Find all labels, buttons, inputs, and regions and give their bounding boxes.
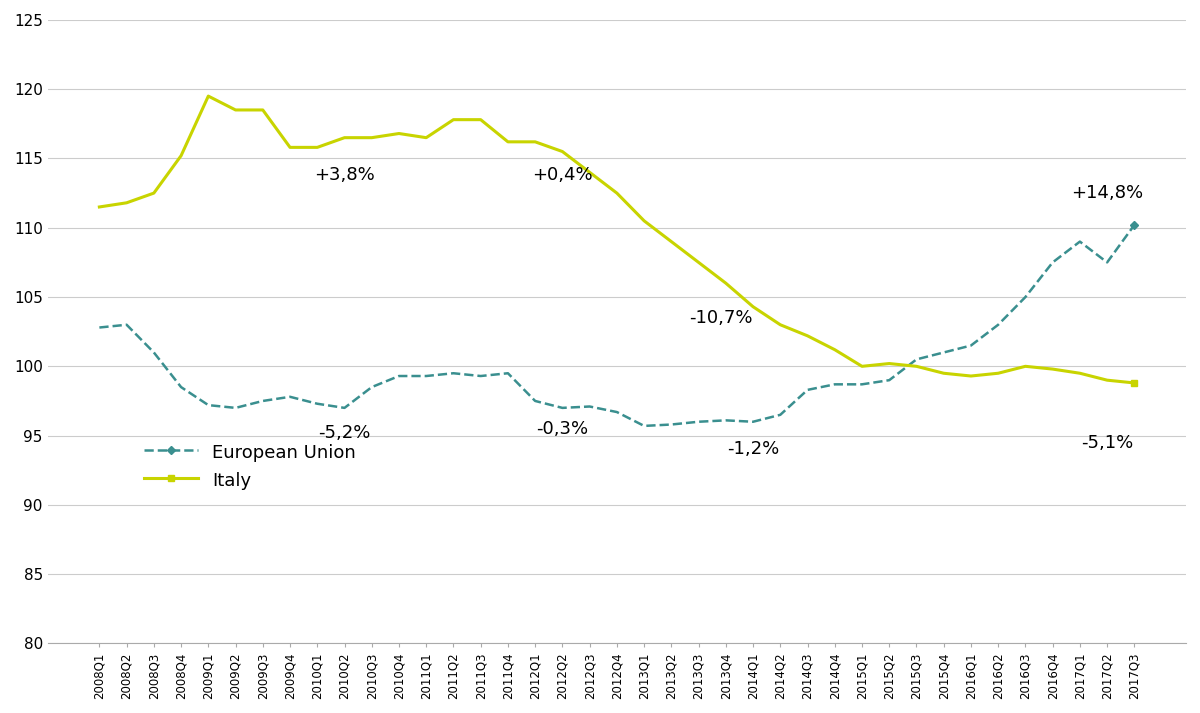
European Union (256, 396, 270, 405)
Italy (910, 362, 924, 371)
Legend: European Union, Italy: European Union, Italy (137, 435, 364, 497)
Text: -1,2%: -1,2% (727, 441, 779, 458)
Italy (446, 116, 461, 124)
Italy (964, 371, 978, 380)
Italy (1127, 379, 1141, 387)
Italy (256, 106, 270, 114)
Text: -5,1%: -5,1% (1081, 434, 1133, 451)
Italy (610, 189, 624, 198)
European Union (664, 420, 678, 429)
Italy (773, 320, 787, 329)
European Union (882, 376, 896, 384)
Text: +0,4%: +0,4% (532, 166, 593, 184)
Italy (310, 143, 324, 152)
European Union (1073, 237, 1087, 246)
European Union (228, 404, 242, 412)
Italy (637, 217, 652, 225)
Italy (528, 138, 542, 146)
European Union (202, 401, 216, 409)
Text: +14,8%: +14,8% (1072, 184, 1144, 202)
Text: -0,3%: -0,3% (536, 420, 588, 438)
Italy (691, 258, 706, 267)
Italy (936, 369, 950, 377)
Line: European Union: European Union (96, 222, 1138, 429)
European Union (283, 393, 298, 401)
European Union (337, 404, 352, 412)
European Union (637, 421, 652, 430)
Text: +3,8%: +3,8% (314, 166, 374, 184)
Italy (664, 237, 678, 246)
European Union (800, 386, 815, 394)
Italy (500, 138, 515, 146)
Text: -10,7%: -10,7% (690, 309, 754, 327)
Italy (146, 189, 161, 198)
Italy (202, 92, 216, 101)
European Union (391, 371, 406, 380)
Italy (174, 151, 188, 160)
European Union (556, 404, 570, 412)
Italy (474, 116, 488, 124)
European Union (500, 369, 515, 377)
European Union (310, 399, 324, 408)
European Union (691, 418, 706, 426)
Line: Italy: Italy (96, 93, 1138, 386)
Italy (556, 148, 570, 156)
European Union (828, 380, 842, 389)
European Union (610, 408, 624, 416)
European Union (365, 383, 379, 391)
European Union (528, 396, 542, 405)
Italy (365, 133, 379, 142)
Italy (719, 279, 733, 287)
European Union (1045, 258, 1060, 267)
Italy (582, 168, 596, 177)
Italy (991, 369, 1006, 377)
European Union (419, 371, 433, 380)
European Union (582, 402, 596, 411)
Italy (1100, 376, 1115, 384)
European Union (446, 369, 461, 377)
Italy (92, 202, 107, 211)
European Union (474, 371, 488, 380)
Italy (120, 198, 134, 207)
Italy (828, 345, 842, 354)
Italy (1073, 369, 1087, 377)
Italy (854, 362, 869, 371)
European Union (174, 383, 188, 391)
European Union (92, 323, 107, 332)
European Union (1019, 293, 1033, 302)
Italy (228, 106, 242, 114)
Italy (882, 359, 896, 368)
European Union (1127, 221, 1141, 230)
European Union (936, 348, 950, 356)
Italy (1019, 362, 1033, 371)
European Union (910, 355, 924, 364)
Text: -5,2%: -5,2% (318, 424, 371, 442)
Italy (1045, 365, 1060, 374)
Italy (391, 129, 406, 138)
Italy (419, 133, 433, 142)
European Union (746, 418, 761, 426)
Italy (283, 143, 298, 152)
Italy (800, 332, 815, 340)
European Union (964, 342, 978, 350)
European Union (1100, 258, 1115, 267)
European Union (854, 380, 869, 389)
European Union (719, 416, 733, 425)
European Union (773, 411, 787, 419)
Italy (337, 133, 352, 142)
Italy (746, 302, 761, 311)
European Union (120, 320, 134, 329)
European Union (146, 348, 161, 356)
European Union (991, 320, 1006, 329)
